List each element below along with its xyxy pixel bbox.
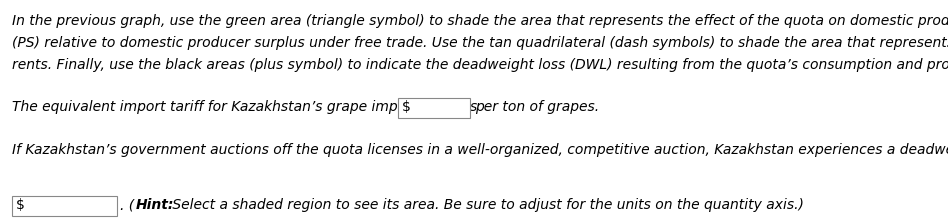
Text: $: $	[16, 198, 25, 212]
Text: In the previous graph, use the green area (triangle symbol) to shade the area th: In the previous graph, use the green are…	[12, 14, 948, 28]
FancyBboxPatch shape	[12, 196, 117, 216]
FancyBboxPatch shape	[398, 98, 470, 118]
Text: rents. Finally, use the black areas (plus symbol) to indicate the deadweight los: rents. Finally, use the black areas (plu…	[12, 58, 948, 72]
Text: Select a shaded region to see its area. Be sure to adjust for the units on the q: Select a shaded region to see its area. …	[168, 198, 804, 212]
Text: The equivalent import tariff for Kazakhstan’s grape import quota is: The equivalent import tariff for Kazakhs…	[12, 100, 477, 114]
Text: per ton of grapes.: per ton of grapes.	[475, 100, 599, 114]
Text: $: $	[402, 100, 410, 114]
Text: . (: . (	[120, 198, 134, 212]
Text: (PS) relative to domestic producer surplus under free trade. Use the tan quadril: (PS) relative to domestic producer surpl…	[12, 36, 948, 50]
Text: Hint:: Hint:	[136, 198, 174, 212]
Text: If Kazakhstan’s government auctions off the quota licenses in a well-organized, : If Kazakhstan’s government auctions off …	[12, 143, 948, 157]
